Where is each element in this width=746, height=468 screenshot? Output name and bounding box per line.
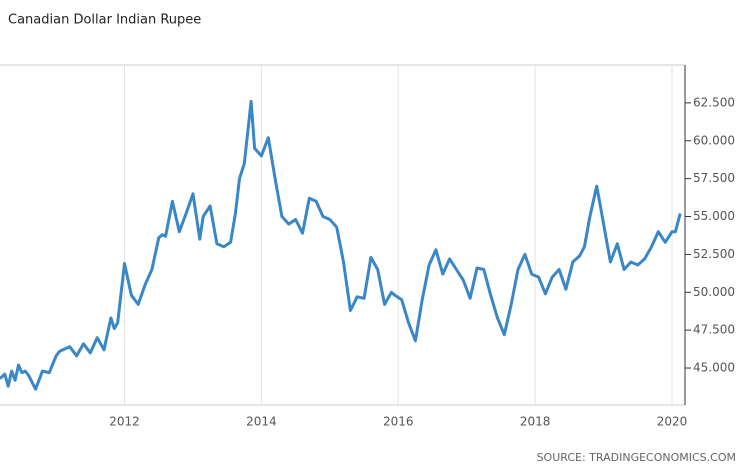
x-tick-label: 2012 bbox=[109, 415, 140, 429]
y-tick-label: 55.000 bbox=[693, 209, 735, 223]
chart-title: Canadian Dollar Indian Rupee bbox=[8, 13, 201, 28]
x-tick-label: 2016 bbox=[383, 415, 414, 429]
y-tick-label: 60.000 bbox=[693, 133, 735, 147]
line bbox=[0, 99, 682, 391]
x-tick-label: 2014 bbox=[246, 415, 277, 429]
x-tick-label: 2018 bbox=[520, 415, 551, 429]
y-tick-label: 47.500 bbox=[693, 323, 735, 337]
x-tick-label: 2020 bbox=[657, 415, 688, 429]
y-tick-label: 62.500 bbox=[693, 95, 735, 109]
source: SOURCE: TRADINGECONOMICS.COM bbox=[537, 451, 736, 464]
y-tick-label: 52.500 bbox=[693, 247, 735, 261]
y-tick-label: 50.000 bbox=[693, 285, 735, 299]
y-tick-label: 45.000 bbox=[693, 361, 735, 375]
y-tick-label: 57.500 bbox=[693, 171, 735, 185]
